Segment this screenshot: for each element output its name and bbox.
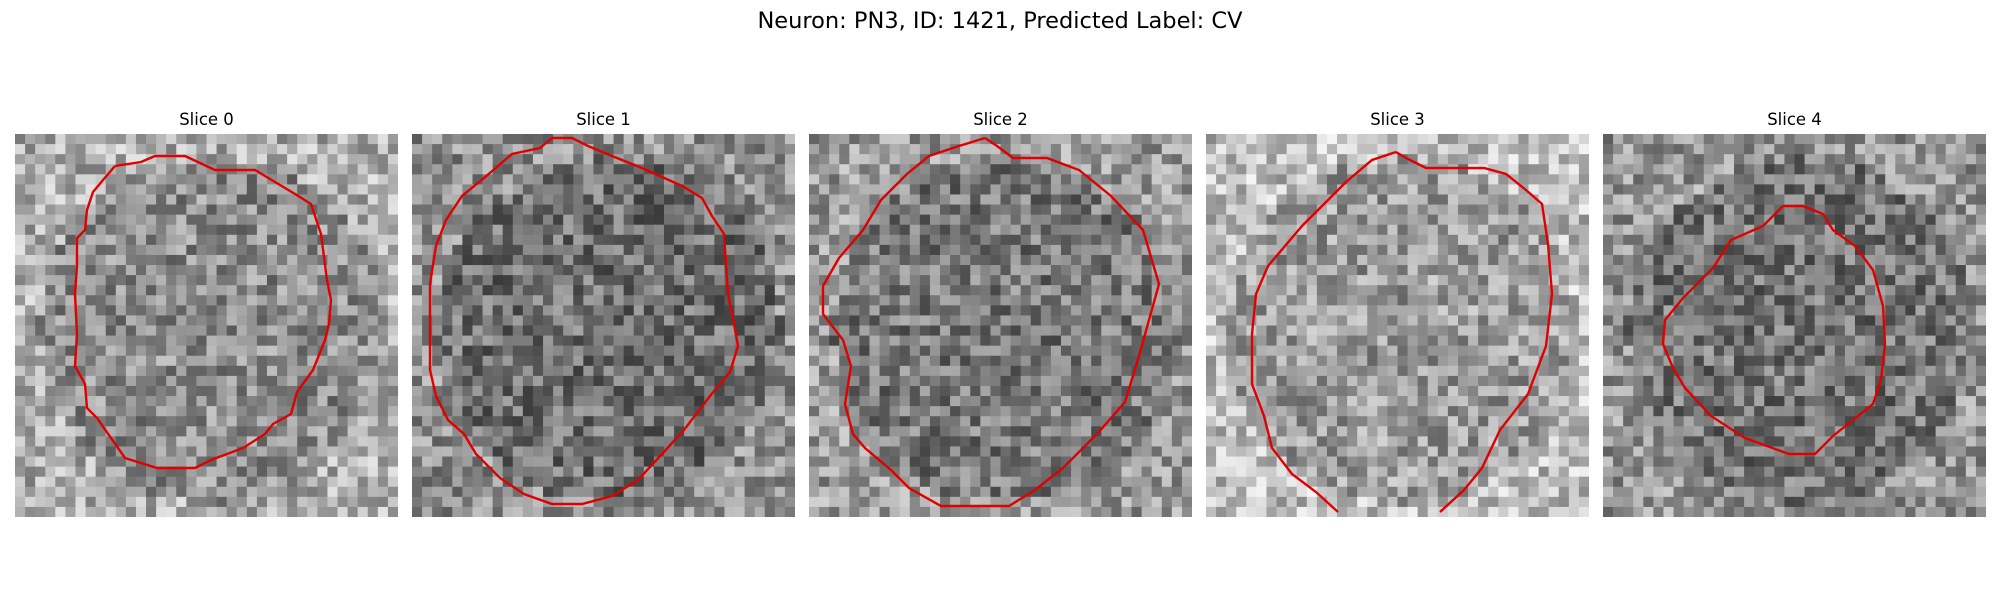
neuron-outline-2 [821,136,1161,508]
neuron-outline-4 [1661,204,1887,456]
slice-image-2 [809,134,1192,517]
microscopy-pixels-4 [1603,134,1986,517]
figure-title: Neuron: PN3, ID: 1421, Predicted Label: … [757,8,1243,34]
neuron-outline-0 [73,154,333,470]
microscopy-pixels-2 [809,134,1192,517]
slice-panel-3: Slice 3 [1206,108,1589,517]
slice-image-0 [15,134,398,517]
slice-image-4 [1603,134,1986,517]
slice-panel-0: Slice 0 [15,108,398,517]
neuron-outline-1 [428,136,740,506]
slice-panel-2: Slice 2 [809,108,1192,517]
slice-title-3: Slice 3 [1370,110,1425,129]
slice-panel-4: Slice 4 [1603,108,1986,517]
slice-title-4: Slice 4 [1767,110,1822,129]
microscopy-pixels-1 [412,134,795,517]
slice-title-0: Slice 0 [179,110,234,129]
slice-image-1 [412,134,795,517]
neuron-outline-3b [1395,150,1554,513]
neuron-outline-3 [1250,150,1397,513]
microscopy-pixels-0 [15,134,398,517]
slice-panel-1: Slice 1 [412,108,795,517]
slice-title-1: Slice 1 [576,110,631,129]
microscopy-pixels-3 [1206,134,1589,517]
slice-image-3 [1206,134,1589,517]
slice-title-2: Slice 2 [973,110,1028,129]
